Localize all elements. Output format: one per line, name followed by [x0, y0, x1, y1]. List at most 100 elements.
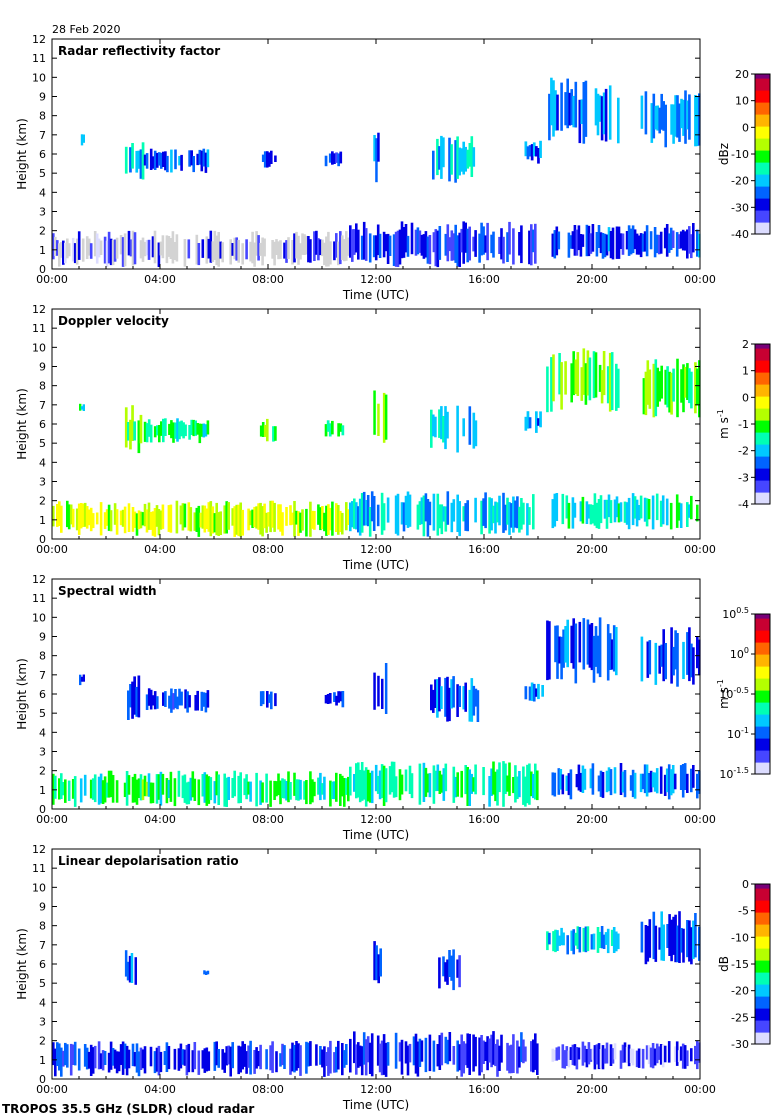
echo-streak — [227, 502, 230, 530]
echo-streak — [615, 627, 618, 676]
echo-streak — [266, 691, 269, 708]
echo-streak — [664, 643, 667, 680]
echo-streak — [189, 507, 193, 532]
echo-streak — [456, 772, 459, 797]
echo-streak — [160, 152, 163, 169]
colorbar-swatch — [755, 380, 770, 385]
echo-streak — [257, 503, 260, 530]
echo-feature-1 — [79, 674, 85, 686]
echo-streak — [155, 505, 159, 527]
colorbar-swatch — [755, 432, 770, 437]
echo-streak — [364, 1039, 368, 1076]
echo-streak — [598, 617, 602, 678]
echo-streak — [498, 236, 501, 254]
echo-streak — [157, 1045, 161, 1076]
echo-streak — [696, 1040, 699, 1070]
echo-streak — [237, 775, 240, 804]
echo-streak — [80, 134, 84, 146]
echo-streak — [345, 1044, 348, 1065]
colorbar-tick-label: -1 — [738, 418, 749, 431]
echo-streak — [652, 93, 656, 139]
echo-streak — [289, 1048, 292, 1075]
echo-streak — [275, 781, 278, 797]
echo-streak — [470, 136, 474, 177]
echo-streak — [446, 959, 449, 985]
colorbar-swatch — [755, 440, 770, 445]
x-tick-label: 08:00 — [252, 813, 284, 826]
echo-streak — [617, 933, 620, 950]
echo-streak — [89, 1044, 93, 1076]
x-tick-label: 20:00 — [576, 813, 608, 826]
colorbar-swatch — [755, 730, 770, 735]
echo-streak — [380, 492, 384, 535]
colorbar-swatch — [755, 706, 770, 711]
colorbar-tick-label: -40 — [731, 228, 749, 241]
echo-streak — [203, 1048, 207, 1073]
echo-streak — [660, 93, 663, 130]
colorbar-swatch — [755, 710, 770, 715]
echo-streak — [436, 679, 439, 718]
echo-streak — [508, 1045, 511, 1074]
echo-streak — [167, 1046, 171, 1070]
echo-streak — [532, 142, 536, 157]
echo-streak — [124, 146, 128, 174]
echo-streak — [337, 1040, 340, 1070]
colorbar-tick-label: 1 — [742, 365, 749, 378]
echo-streak — [333, 692, 336, 702]
echo-streak — [581, 1041, 585, 1066]
echo-streak — [639, 233, 643, 258]
echo-streak — [578, 621, 582, 663]
echo-streak — [652, 911, 656, 960]
echo-streak — [408, 1043, 412, 1063]
colorbar-swatch — [755, 758, 770, 763]
echo-streak — [130, 953, 134, 983]
echo-streak — [686, 1050, 689, 1067]
colorbar-swatch — [755, 960, 770, 965]
echo-streak — [682, 364, 685, 413]
echo-streak — [200, 150, 204, 172]
echo-streak — [686, 632, 689, 675]
echo-streak — [329, 507, 332, 531]
echo-streak — [595, 1044, 599, 1065]
echo-streak — [605, 1042, 609, 1064]
y-tick-label: 2 — [39, 225, 46, 238]
y-tick-label: 12 — [32, 303, 46, 316]
echo-streak — [127, 1049, 131, 1069]
x-tick-label: 04:00 — [144, 1083, 176, 1096]
echo-streak — [646, 926, 650, 962]
y-tick-label: 4 — [39, 186, 46, 199]
echo-streak — [297, 511, 300, 536]
echo-streak — [321, 783, 324, 795]
echo-streak — [326, 420, 330, 432]
echo-streak — [93, 774, 97, 803]
echo-streak — [631, 225, 635, 254]
echo-streak — [599, 495, 603, 524]
echo-streak — [528, 230, 531, 265]
echo-streak — [205, 971, 208, 975]
echo-streak — [458, 955, 461, 988]
echo-streak — [656, 105, 659, 131]
echo-streak — [349, 225, 352, 258]
echo-streak — [56, 504, 59, 527]
echo-streak — [111, 1048, 115, 1066]
echo-streak — [341, 235, 344, 260]
echo-streak — [173, 778, 177, 807]
echo-streak — [698, 233, 701, 258]
echo-streak — [422, 495, 426, 537]
echo-streak — [115, 1051, 119, 1074]
echo-streak — [609, 769, 613, 796]
echo-streak — [187, 781, 191, 805]
colorbar-swatch — [755, 194, 770, 199]
echo-streak — [190, 419, 193, 435]
echo-streak — [637, 505, 641, 521]
echo-streak — [686, 100, 689, 130]
echo-streak — [213, 230, 217, 260]
echo-streak — [164, 691, 167, 707]
echo-streak — [625, 502, 629, 525]
colorbar-swatch — [755, 364, 770, 369]
echo-streak — [325, 505, 328, 536]
echo-streak — [115, 509, 119, 535]
echo-streak — [115, 237, 119, 259]
colorbar-swatch — [755, 762, 770, 767]
